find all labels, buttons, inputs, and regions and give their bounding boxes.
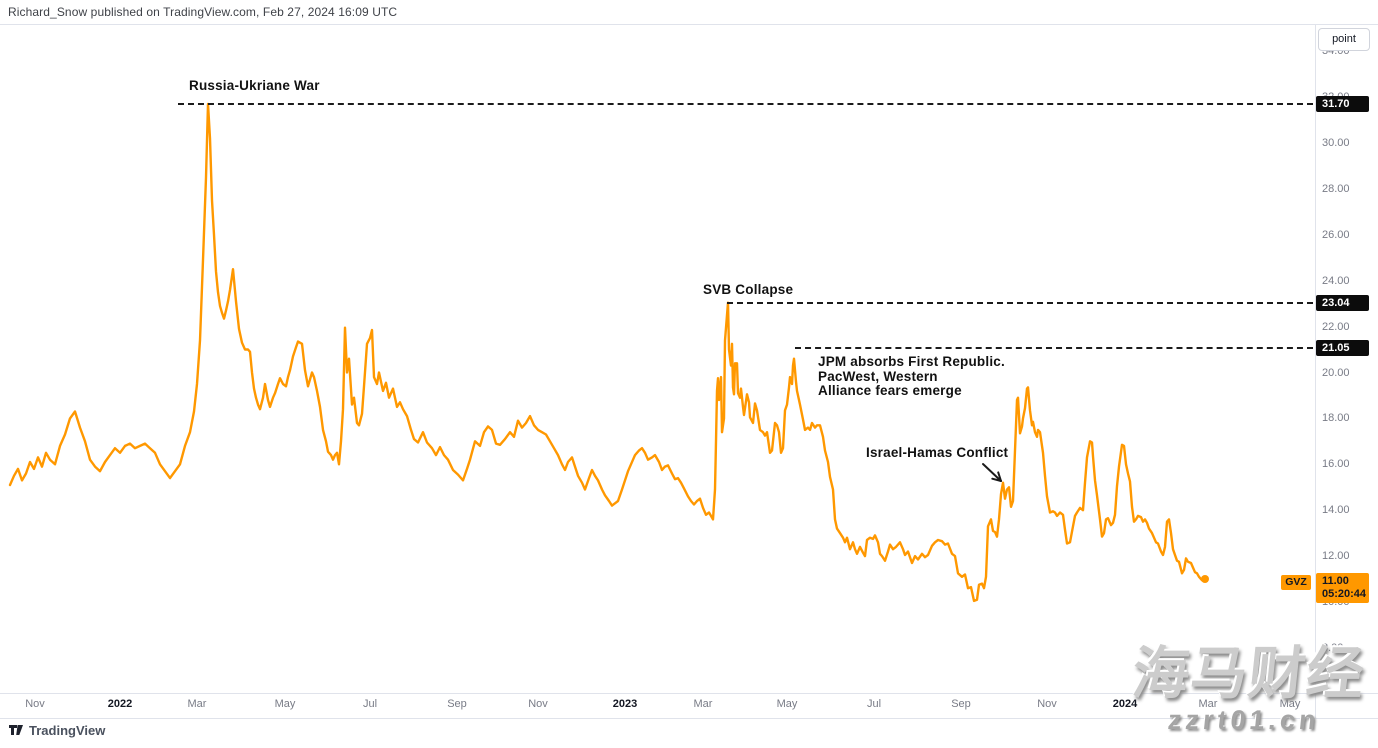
tradingview-brand-text[interactable]: TradingView	[29, 722, 106, 738]
price-axis-label: 18.00	[1322, 412, 1350, 424]
price-marker-badge: 23.04	[1316, 295, 1369, 311]
price-level-dashed-line	[727, 302, 1313, 304]
price-axis-label: 14.00	[1322, 504, 1350, 516]
time-axis-label: Sep	[447, 698, 467, 710]
time-axis-label: Nov	[25, 698, 45, 710]
time-axis-label: Mar	[187, 698, 207, 710]
time-axis-label: 2022	[107, 698, 133, 710]
time-axis-label: 2024	[1112, 698, 1138, 710]
header-divider	[0, 24, 1378, 25]
footer-bar: TradingView	[8, 722, 105, 738]
price-axis-label: 22.00	[1322, 321, 1350, 333]
price-axis-label: 24.00	[1322, 275, 1350, 287]
time-axis-label: May	[1279, 698, 1301, 710]
time-axis-label: Jul	[866, 698, 882, 710]
annotation-text: JPM absorbs First Republic. PacWest, Wes…	[818, 354, 1005, 398]
annotation-arrow	[997, 471, 1002, 482]
time-axis-label: Nov	[1037, 698, 1057, 710]
last-price-badge: 11.00 05:20:44	[1316, 573, 1369, 603]
price-marker-badge: 31.70	[1316, 96, 1369, 112]
time-axis-label: May	[776, 698, 798, 710]
price-axis-label: 20.00	[1322, 367, 1350, 379]
countdown-timer: 05:20:44	[1322, 588, 1367, 600]
price-axis-label: 30.00	[1322, 137, 1350, 149]
series-line	[8, 102, 1207, 603]
price-axis-label: 12.00	[1322, 550, 1350, 562]
series-symbol-badge: GVZ	[1281, 575, 1311, 590]
time-axis-label: Jul	[362, 698, 378, 710]
series-end-dot	[1201, 575, 1209, 583]
price-axis-border	[1315, 24, 1316, 718]
annotation-arrow	[991, 477, 1002, 482]
time-axis-label: Mar	[1198, 698, 1218, 710]
price-level-dashed-line	[795, 347, 1313, 349]
price-axis-label: 28.00	[1322, 183, 1350, 195]
time-axis-label: May	[274, 698, 296, 710]
price-level-dashed-line	[178, 103, 1313, 105]
annotation-arrow	[982, 463, 1002, 482]
footer-divider	[0, 718, 1378, 719]
time-axis-border	[0, 693, 1378, 694]
last-price-value: 11.00	[1322, 575, 1349, 587]
price-axis-label: 8.00	[1322, 642, 1344, 654]
time-axis-label: Sep	[951, 698, 971, 710]
tradingview-logo-icon[interactable]	[8, 722, 24, 738]
time-axis-label: 2023	[612, 698, 638, 710]
price-axis-label: 16.00	[1322, 458, 1350, 470]
price-marker-badge: 21.05	[1316, 340, 1369, 356]
annotation-text: SVB Collapse	[703, 282, 794, 297]
attribution-text: Richard_Snow published on TradingView.co…	[8, 5, 398, 19]
time-axis-label: Nov	[528, 698, 548, 710]
price-scale-unit-button[interactable]: point	[1318, 28, 1370, 51]
price-axis-label: 26.00	[1322, 229, 1350, 241]
time-axis-label: Mar	[693, 698, 713, 710]
annotation-text: Russia-Ukriane War	[189, 78, 320, 93]
annotation-text: Israel-Hamas Conflict	[866, 445, 1009, 460]
